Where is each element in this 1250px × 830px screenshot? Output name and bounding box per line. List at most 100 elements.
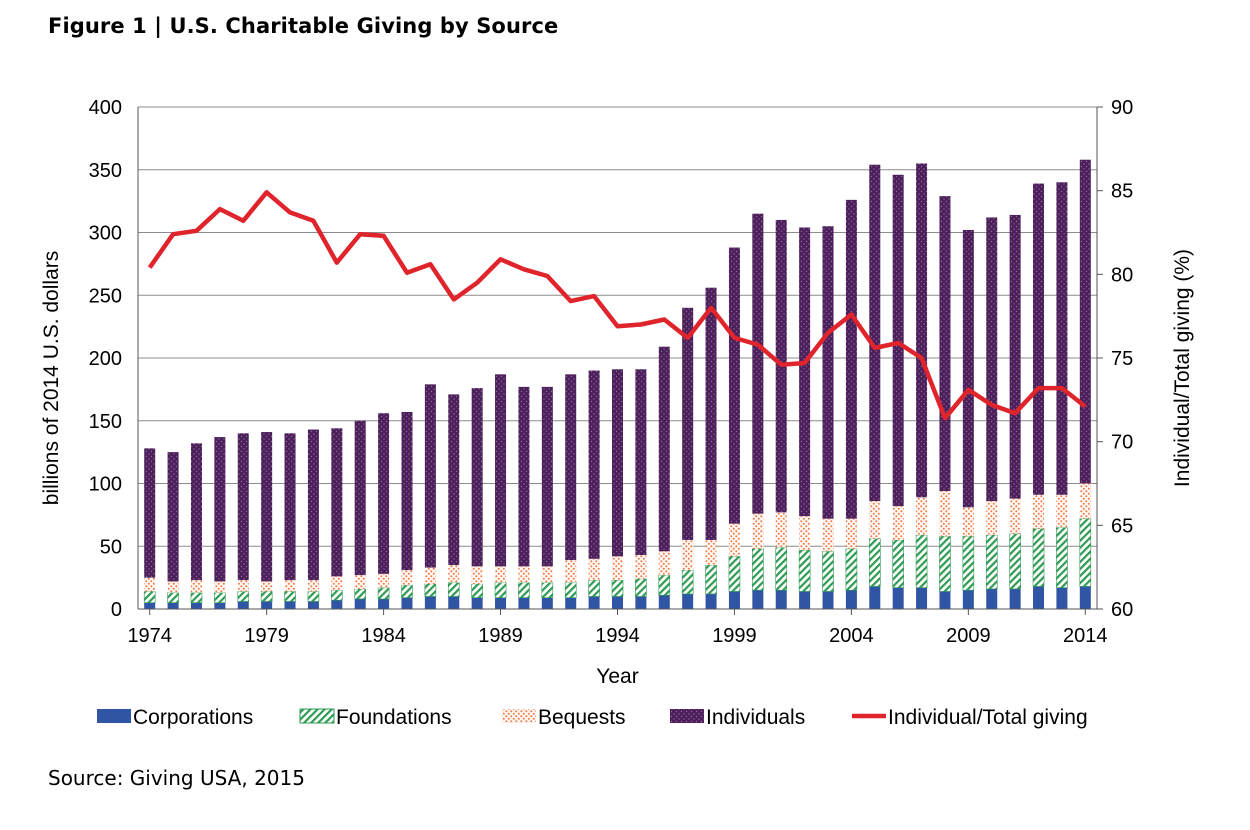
foundations-bar — [868, 538, 881, 587]
individuals-bar — [916, 163, 928, 498]
x-tick-label: 1974 — [127, 625, 172, 647]
corporations-bar — [682, 593, 694, 609]
individuals-bar — [658, 346, 670, 552]
corporations-bar — [588, 596, 600, 609]
individuals-bar — [331, 428, 343, 577]
bequests-bar — [518, 566, 530, 583]
x-tick-label: 1979 — [244, 625, 289, 647]
corporations-bar — [284, 601, 296, 609]
individuals-bar — [682, 307, 694, 540]
x-tick-label: 1999 — [712, 625, 757, 647]
bequests-bar — [752, 513, 764, 549]
individuals-bar — [378, 413, 390, 574]
source-note: Source: Giving USA, 2015 — [48, 766, 305, 790]
bequests-bar — [401, 570, 413, 586]
bequests-bar — [588, 558, 600, 581]
corporations-bar — [635, 596, 647, 609]
individuals-bar — [471, 388, 483, 567]
corporations-bar — [799, 591, 811, 609]
corporations-bar — [775, 590, 787, 609]
corporations-bar — [261, 601, 273, 609]
y2-tick-label: 90 — [1111, 97, 1133, 119]
individuals-bar — [705, 287, 717, 540]
bequests-bar — [986, 501, 998, 535]
corporations-bar — [705, 593, 717, 609]
individuals-bar — [635, 369, 647, 556]
foundations-bar — [377, 587, 390, 600]
individuals-bar — [822, 226, 834, 519]
individuals-bar — [588, 370, 600, 559]
y-tick-label: 350 — [89, 160, 122, 182]
individuals-bar — [1079, 159, 1091, 484]
corporations-bar — [752, 590, 764, 609]
individuals-bar — [1009, 214, 1021, 499]
foundations-bar — [237, 591, 250, 602]
corporations-bar — [237, 601, 249, 609]
legend-label-bequests: Bequests — [538, 706, 626, 729]
y-tick-label: 50 — [100, 536, 122, 558]
individuals-bar — [986, 217, 998, 502]
legend-swatch-bequests — [502, 709, 536, 723]
foundations-bar — [845, 548, 858, 591]
foundations-bar — [962, 535, 975, 591]
foundations-bar — [798, 549, 811, 592]
corporations-bar — [986, 588, 998, 609]
individuals-bar — [752, 213, 764, 514]
corporations-bar — [845, 590, 857, 609]
bequests-bar — [845, 518, 857, 549]
legend-swatch-corporations — [97, 709, 131, 723]
individuals-bar — [401, 411, 413, 571]
foundations-bar — [635, 578, 647, 597]
foundations-bar — [588, 579, 600, 597]
foundations-bar — [939, 535, 951, 592]
bequests-bar — [635, 555, 647, 579]
individuals-bar — [541, 386, 553, 567]
bequests-bar — [424, 567, 436, 584]
foundations-bar — [424, 583, 437, 597]
bequests-bar — [565, 560, 577, 583]
foundations-bar — [541, 582, 554, 599]
legend-label-individuals: Individuals — [706, 706, 805, 729]
y2-tick-label: 70 — [1111, 432, 1133, 454]
foundations-bar — [681, 569, 694, 595]
bequests-bar — [237, 580, 249, 592]
foundations-bar — [915, 534, 928, 588]
individuals-bar — [190, 443, 202, 581]
y-tick-label: 100 — [89, 474, 122, 496]
legend-swatch-foundations — [299, 708, 335, 724]
bequests-bar — [331, 576, 343, 591]
bequests-bar — [658, 551, 670, 576]
y-tick-label: 300 — [89, 223, 122, 245]
corporations-bar — [1033, 586, 1045, 609]
bequests-bar — [144, 577, 156, 592]
y-tick-label: 0 — [111, 599, 122, 621]
bequests-bar — [1079, 483, 1091, 519]
individuals-bar — [612, 369, 623, 557]
foundations-bar — [494, 582, 507, 599]
axes: 0 50 100 150 200 250 300 350 400 60 65 70 75 80 85 90 19… — [40, 97, 1194, 688]
bequests-bar — [190, 580, 202, 593]
individuals-bar — [167, 452, 179, 582]
corporations-bar — [1079, 586, 1091, 609]
foundations-bar — [822, 550, 834, 592]
bequests-bar — [682, 539, 694, 571]
bequests-bar — [471, 566, 483, 584]
individuals-bar — [307, 429, 319, 581]
y2-tick-label: 60 — [1111, 599, 1133, 621]
ratio-line-series — [147, 190, 1087, 421]
foundations-bar — [190, 592, 203, 604]
x-tick-label: 2004 — [829, 625, 874, 647]
foundations-bar — [471, 583, 483, 599]
foundations-bar — [564, 582, 577, 599]
y2-tick-label: 80 — [1111, 264, 1133, 286]
individuals-bar — [939, 196, 951, 492]
individuals-bar — [1033, 183, 1045, 495]
y2-tick-label: 65 — [1111, 515, 1133, 537]
corporations-bar — [307, 601, 319, 609]
x-tick-label: 2014 — [1063, 625, 1108, 647]
y-tick-label: 200 — [89, 348, 122, 370]
bequests-bar — [495, 566, 507, 583]
foundations-bar — [167, 592, 179, 604]
x-axis-title: Year — [596, 665, 638, 688]
individuals-bar — [237, 433, 249, 581]
